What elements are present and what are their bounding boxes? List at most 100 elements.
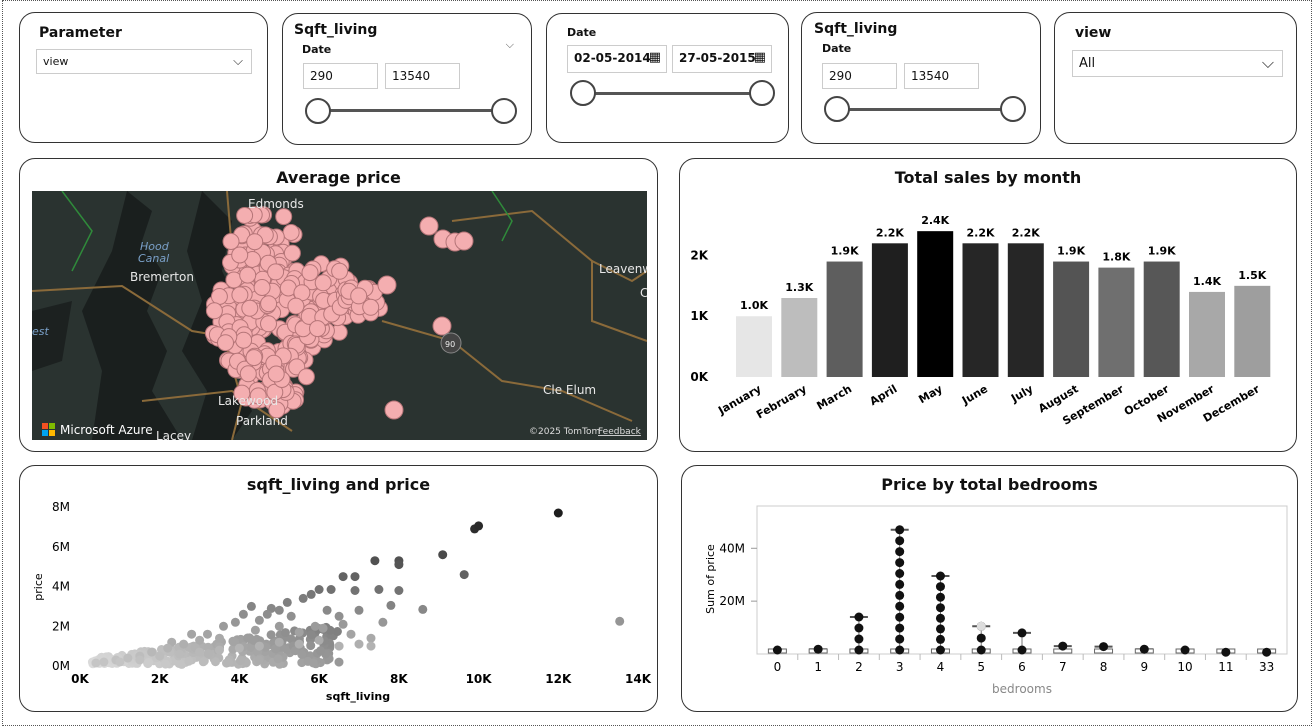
data-point[interactable] (935, 603, 945, 613)
bar[interactable] (826, 261, 863, 377)
chevron-down-icon[interactable]: ⌵ (505, 38, 514, 51)
data-point[interactable] (895, 536, 905, 546)
map-dot[interactable] (287, 297, 305, 315)
start-date-input[interactable]: 02-05-2014 ▦ (567, 45, 667, 73)
scatter-point[interactable] (144, 658, 153, 667)
map-dot[interactable] (314, 274, 332, 292)
scatter-point[interactable] (306, 630, 316, 640)
map-dot[interactable] (239, 266, 257, 284)
scatter-point[interactable] (250, 625, 260, 635)
scatter-point[interactable] (354, 639, 364, 649)
scatter-point[interactable] (274, 605, 284, 615)
scatter-point[interactable] (246, 642, 256, 652)
data-point[interactable] (895, 590, 905, 600)
scatter-point[interactable] (155, 651, 165, 661)
scatter-point[interactable] (161, 659, 170, 669)
scatter-point[interactable] (334, 611, 344, 621)
sqft-2-max-input[interactable]: 13540 (904, 63, 979, 89)
data-point[interactable] (935, 582, 945, 592)
map-dot[interactable] (432, 316, 452, 336)
map-dot[interactable] (275, 208, 293, 226)
data-point[interactable] (1017, 645, 1027, 655)
scatter-point[interactable] (370, 556, 380, 566)
scatter-point[interactable] (418, 604, 428, 614)
data-point[interactable] (854, 645, 864, 655)
map-dot[interactable] (282, 224, 300, 241)
scatter-point[interactable] (230, 637, 239, 647)
bar[interactable] (736, 316, 772, 377)
data-point[interactable] (895, 645, 905, 655)
scatter-point[interactable] (163, 643, 173, 653)
scatter-point[interactable] (316, 646, 325, 656)
calendar-icon[interactable]: ▦ (753, 50, 766, 65)
scatter-point[interactable] (179, 639, 189, 649)
end-date-input[interactable]: 27-05-2015 ▦ (672, 45, 772, 73)
scatter-point[interactable] (99, 657, 109, 667)
scatter-point[interactable] (386, 600, 396, 610)
bar[interactable] (1234, 285, 1271, 377)
scatter-point[interactable] (274, 621, 284, 631)
data-point[interactable] (1099, 642, 1109, 652)
scatter-point[interactable] (338, 572, 348, 582)
scatter-point[interactable] (374, 585, 384, 594)
calendar-icon[interactable]: ▦ (648, 50, 661, 65)
scatter-point[interactable] (308, 658, 318, 668)
bar[interactable] (1143, 261, 1180, 377)
map-dot[interactable] (249, 387, 267, 405)
data-point[interactable] (935, 645, 945, 655)
sqft-max-input[interactable]: 13540 (385, 63, 460, 89)
scatter-point[interactable] (215, 645, 224, 655)
scatter-point[interactable] (230, 617, 240, 627)
scatter-point[interactable] (366, 641, 376, 651)
map-dot[interactable] (222, 233, 240, 250)
scatter-point[interactable] (195, 647, 205, 657)
scatter-point[interactable] (280, 628, 290, 638)
bar[interactable] (1053, 261, 1090, 377)
sqft-range-max-handle[interactable] (491, 98, 517, 124)
scatter-point[interactable] (236, 656, 245, 666)
scatter-point[interactable] (378, 617, 388, 627)
map-dot[interactable] (253, 279, 271, 296)
data-point[interactable] (895, 601, 905, 611)
scatter-point[interactable] (366, 633, 376, 643)
scatter-point[interactable] (135, 655, 145, 665)
data-point[interactable] (935, 624, 945, 634)
scatter-point[interactable] (286, 611, 296, 621)
bar[interactable] (871, 243, 908, 377)
sqft-2-range-max-handle[interactable] (1000, 96, 1026, 122)
scatter-point[interactable] (306, 641, 316, 651)
map-dot[interactable] (454, 231, 474, 251)
map-feedback-link[interactable]: Feedback (598, 427, 642, 437)
date-range-end-handle[interactable] (749, 80, 775, 106)
data-point[interactable] (854, 634, 864, 644)
scatter-point[interactable] (354, 605, 364, 615)
data-point[interactable] (1058, 641, 1068, 651)
data-point[interactable] (895, 623, 905, 633)
scatter-point[interactable] (294, 639, 304, 649)
map-dot[interactable] (239, 365, 257, 383)
data-point[interactable] (976, 645, 986, 655)
scatter-point[interactable] (234, 643, 244, 653)
data-point[interactable] (976, 633, 986, 643)
map-dot[interactable] (331, 262, 349, 280)
data-point[interactable] (895, 558, 905, 568)
map-dot[interactable] (245, 349, 263, 367)
scatter-point[interactable] (215, 633, 224, 643)
data-point[interactable] (1262, 647, 1272, 657)
scatter-point[interactable] (310, 621, 320, 631)
map-dot[interactable] (231, 246, 249, 264)
data-point[interactable] (1139, 644, 1149, 654)
scatter-point[interactable] (254, 615, 264, 625)
scatter-point[interactable] (273, 654, 283, 664)
bar[interactable] (781, 298, 818, 377)
map-dot[interactable] (217, 334, 234, 352)
scatter-point[interactable] (262, 609, 272, 619)
map-dot[interactable] (283, 244, 301, 262)
scatter-point[interactable] (187, 629, 197, 639)
date-range-start-handle[interactable] (570, 80, 596, 106)
scatter-point[interactable] (254, 655, 264, 665)
map-dot[interactable] (231, 286, 249, 304)
data-point[interactable] (895, 612, 905, 622)
scatter-point[interactable] (246, 601, 256, 611)
scatter-point[interactable] (294, 627, 304, 637)
